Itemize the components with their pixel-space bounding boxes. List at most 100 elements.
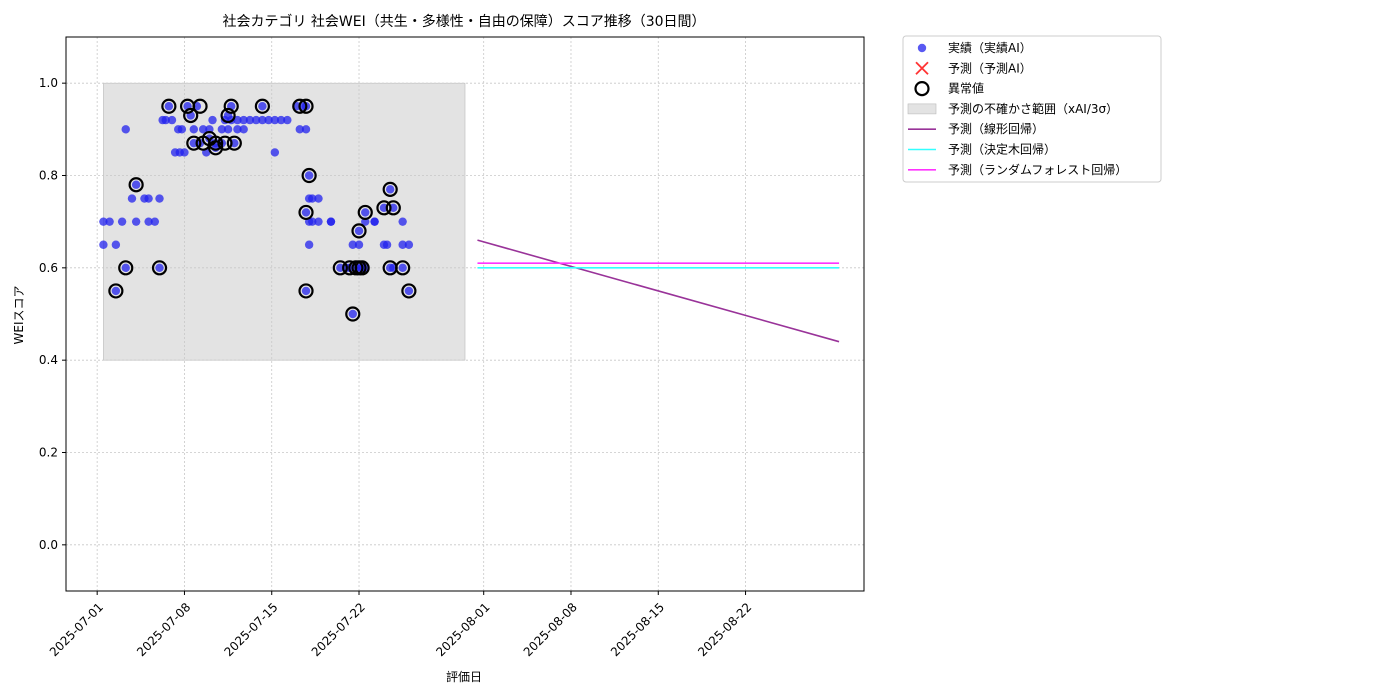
actual-point xyxy=(295,125,304,134)
actual-point xyxy=(354,240,364,249)
actual-point xyxy=(127,194,137,203)
grid-layer xyxy=(66,37,864,591)
chart-title: 社会カテゴリ 社会WEI（共生・多様性・自由の保障）スコア推移（30日間） xyxy=(222,13,705,30)
actual-point xyxy=(270,148,280,157)
legend-label: 予測の不確かさ範囲（xAI/3σ） xyxy=(948,101,1118,116)
legend-marker-band xyxy=(907,103,937,115)
anomaly-point xyxy=(254,98,270,114)
anomaly-point xyxy=(217,135,233,151)
legend-label: 予測（ランダムフォレスト回帰） xyxy=(948,162,1127,177)
x-axis-label: 評価日 xyxy=(446,669,482,684)
actual-point xyxy=(304,240,314,249)
x-tick-label: 2025-08-22 xyxy=(695,600,754,659)
actual-point xyxy=(348,240,357,249)
anomaly-point xyxy=(292,98,308,114)
anomaly-point xyxy=(192,98,208,114)
anomaly-point xyxy=(332,260,348,276)
x-tick-label: 2025-08-01 xyxy=(433,600,492,659)
legend-label: 異常値 xyxy=(948,81,984,96)
x-tick-label: 2025-07-08 xyxy=(134,600,193,659)
actual-point xyxy=(131,180,141,189)
actual-point xyxy=(304,171,314,180)
plot-frame xyxy=(65,36,865,592)
legend-marker-ring xyxy=(914,80,930,97)
anomaly-point xyxy=(354,260,370,276)
actual-point xyxy=(111,286,121,296)
actual-point xyxy=(131,217,141,226)
anomaly-point xyxy=(298,204,314,221)
actual-point xyxy=(144,217,153,226)
actual-point xyxy=(251,115,261,125)
x-tick-label: 2025-07-22 xyxy=(309,600,368,659)
actual-point xyxy=(180,148,189,157)
actual-point xyxy=(264,115,273,125)
actual-point xyxy=(161,115,170,125)
legend-label: 予測（決定木回帰） xyxy=(948,142,1056,157)
actual-point xyxy=(217,125,227,134)
actual-point xyxy=(99,240,108,249)
actual-point xyxy=(245,115,255,125)
actual-point xyxy=(301,125,311,134)
anomaly-point xyxy=(118,260,134,276)
actual-point xyxy=(121,125,130,134)
forecast-line-layer xyxy=(477,239,840,343)
actual-point xyxy=(105,217,114,226)
legend-marker-dot xyxy=(917,43,927,53)
legend-label: 予測（予測AI） xyxy=(948,61,1032,75)
actual-point xyxy=(155,263,164,273)
y-axis-label: WEIスコア xyxy=(12,286,26,345)
actual-point xyxy=(117,217,127,226)
anomaly-point xyxy=(301,167,317,184)
anomaly-point xyxy=(357,204,373,221)
anomaly-layer xyxy=(108,98,417,322)
actual-point xyxy=(301,208,311,217)
actual-point xyxy=(99,217,108,226)
legend-frame xyxy=(902,35,1162,183)
y-tick-label: 1.0 xyxy=(39,76,58,90)
actual-point xyxy=(208,115,217,125)
anomaly-point xyxy=(401,283,417,299)
actual-point xyxy=(239,115,248,125)
actual-point xyxy=(398,263,407,273)
anomaly-point xyxy=(183,107,199,124)
anomaly-point xyxy=(108,283,124,299)
legend-marker-cross xyxy=(915,61,929,75)
actual-point xyxy=(233,115,242,125)
actual-point xyxy=(233,125,242,134)
actual-point xyxy=(361,208,370,217)
anomaly-point xyxy=(298,283,314,299)
y-axis-ticks: 0.0 0.2 0.4 0.6 0.8 1.0 xyxy=(39,76,66,552)
actual-point xyxy=(205,134,214,143)
anomaly-point xyxy=(223,98,239,114)
actual-point xyxy=(314,194,323,203)
actual-point xyxy=(270,115,280,125)
anomaly-point xyxy=(395,260,411,276)
actual-point xyxy=(258,102,267,111)
anomaly-point xyxy=(351,223,367,239)
anomaly-point xyxy=(161,98,177,114)
actual-point xyxy=(164,102,174,111)
y-tick-label: 0.6 xyxy=(39,261,58,275)
actual-point xyxy=(398,217,407,226)
anomaly-point xyxy=(345,306,361,322)
actual-point xyxy=(198,125,208,134)
actual-point xyxy=(239,125,248,134)
x-tick-label: 2025-07-15 xyxy=(221,600,280,659)
actual-point xyxy=(398,240,407,249)
forecast-line-linear xyxy=(477,239,840,343)
actual-point xyxy=(404,286,414,296)
actual-point xyxy=(121,263,130,273)
actual-point xyxy=(308,194,317,203)
anomaly-point xyxy=(220,107,236,124)
anomaly-point xyxy=(298,98,314,114)
anomaly-point xyxy=(376,200,392,216)
y-tick-label: 0.0 xyxy=(39,538,58,552)
anomaly-point xyxy=(385,200,401,216)
actual-point xyxy=(167,115,177,125)
actual-point xyxy=(258,115,267,125)
actual-point xyxy=(189,125,199,134)
x-tick-label: 2025-08-15 xyxy=(608,600,667,659)
x-tick-label: 2025-07-01 xyxy=(47,600,106,659)
actual-point xyxy=(382,240,392,249)
